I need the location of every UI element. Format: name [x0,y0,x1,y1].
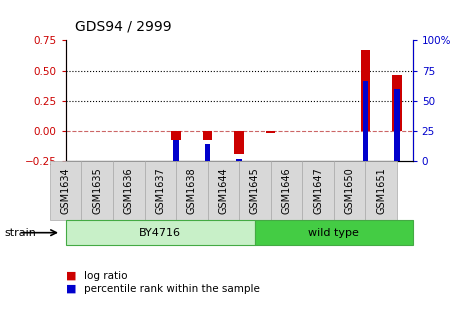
Text: GSM1637: GSM1637 [155,167,165,214]
Bar [392,75,401,131]
Text: GSM1635: GSM1635 [92,167,102,214]
Bar [234,131,244,154]
Text: GSM1636: GSM1636 [124,167,134,214]
Text: wild type: wild type [309,228,359,238]
Text: ■: ■ [66,270,76,281]
Text: GSM1645: GSM1645 [250,167,260,214]
Bar [363,81,368,161]
Text: GSM1650: GSM1650 [345,167,355,214]
Bar [236,159,242,161]
Bar [266,131,275,133]
Text: GSM1647: GSM1647 [313,167,323,214]
Bar [203,131,212,139]
Text: strain: strain [5,228,37,238]
Text: GSM1646: GSM1646 [281,167,292,214]
Bar [171,131,181,139]
Bar [205,144,211,161]
Text: percentile rank within the sample: percentile rank within the sample [84,284,260,294]
Bar [173,140,179,161]
Text: GDS94 / 2999: GDS94 / 2999 [75,19,172,34]
Bar [361,50,370,131]
Text: GSM1634: GSM1634 [61,167,71,214]
Text: ■: ■ [66,284,76,294]
Text: GSM1651: GSM1651 [376,167,386,214]
Text: GSM1638: GSM1638 [187,167,197,214]
Text: GSM1644: GSM1644 [219,167,228,214]
Bar [394,89,400,161]
Text: BY4716: BY4716 [139,228,182,238]
Text: log ratio: log ratio [84,270,128,281]
